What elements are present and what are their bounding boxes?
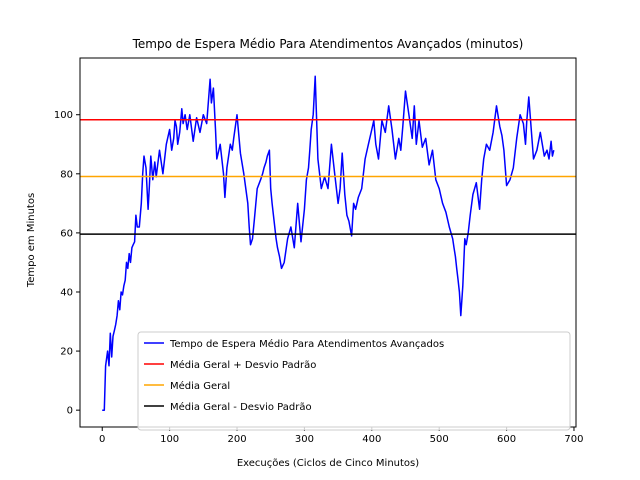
x-axis-label: Execuções (Ciclos de Cinco Minutos) <box>237 458 419 469</box>
legend-entry-label: Tempo de Espera Médio Para Atendimentos … <box>169 338 444 350</box>
x-tick-label: 500 <box>430 434 449 445</box>
legend-entry-label: Média Geral + Desvio Padrão <box>170 359 316 371</box>
x-tick-label: 600 <box>497 434 516 445</box>
legend-entry-label: Média Geral - Desvio Padrão <box>170 401 312 413</box>
legend: Tempo de Espera Médio Para Atendimentos … <box>137 331 571 431</box>
x-tick-label: 100 <box>160 434 179 445</box>
y-axis-ticks: 0 20 40 60 80 100 <box>54 110 80 417</box>
y-tick-label: 100 <box>54 110 73 121</box>
x-tick-label: 200 <box>227 434 246 445</box>
legend-box <box>137 331 571 431</box>
legend-entry-label: Média Geral <box>170 380 230 392</box>
y-tick-label: 40 <box>60 287 73 298</box>
x-tick-label: 300 <box>295 434 314 445</box>
chart-title: Tempo de Espera Médio Para Atendimentos … <box>132 37 524 51</box>
x-tick-label: 0 <box>99 434 105 445</box>
x-tick-label: 700 <box>564 434 583 445</box>
y-tick-label: 80 <box>60 169 73 180</box>
series-layer <box>80 75 576 411</box>
y-tick-label: 60 <box>60 228 73 239</box>
x-tick-label: 400 <box>362 434 381 445</box>
y-tick-label: 20 <box>60 347 73 358</box>
y-tick-label: 0 <box>67 406 73 417</box>
y-axis-label: Tempo em Minutos <box>26 193 37 288</box>
